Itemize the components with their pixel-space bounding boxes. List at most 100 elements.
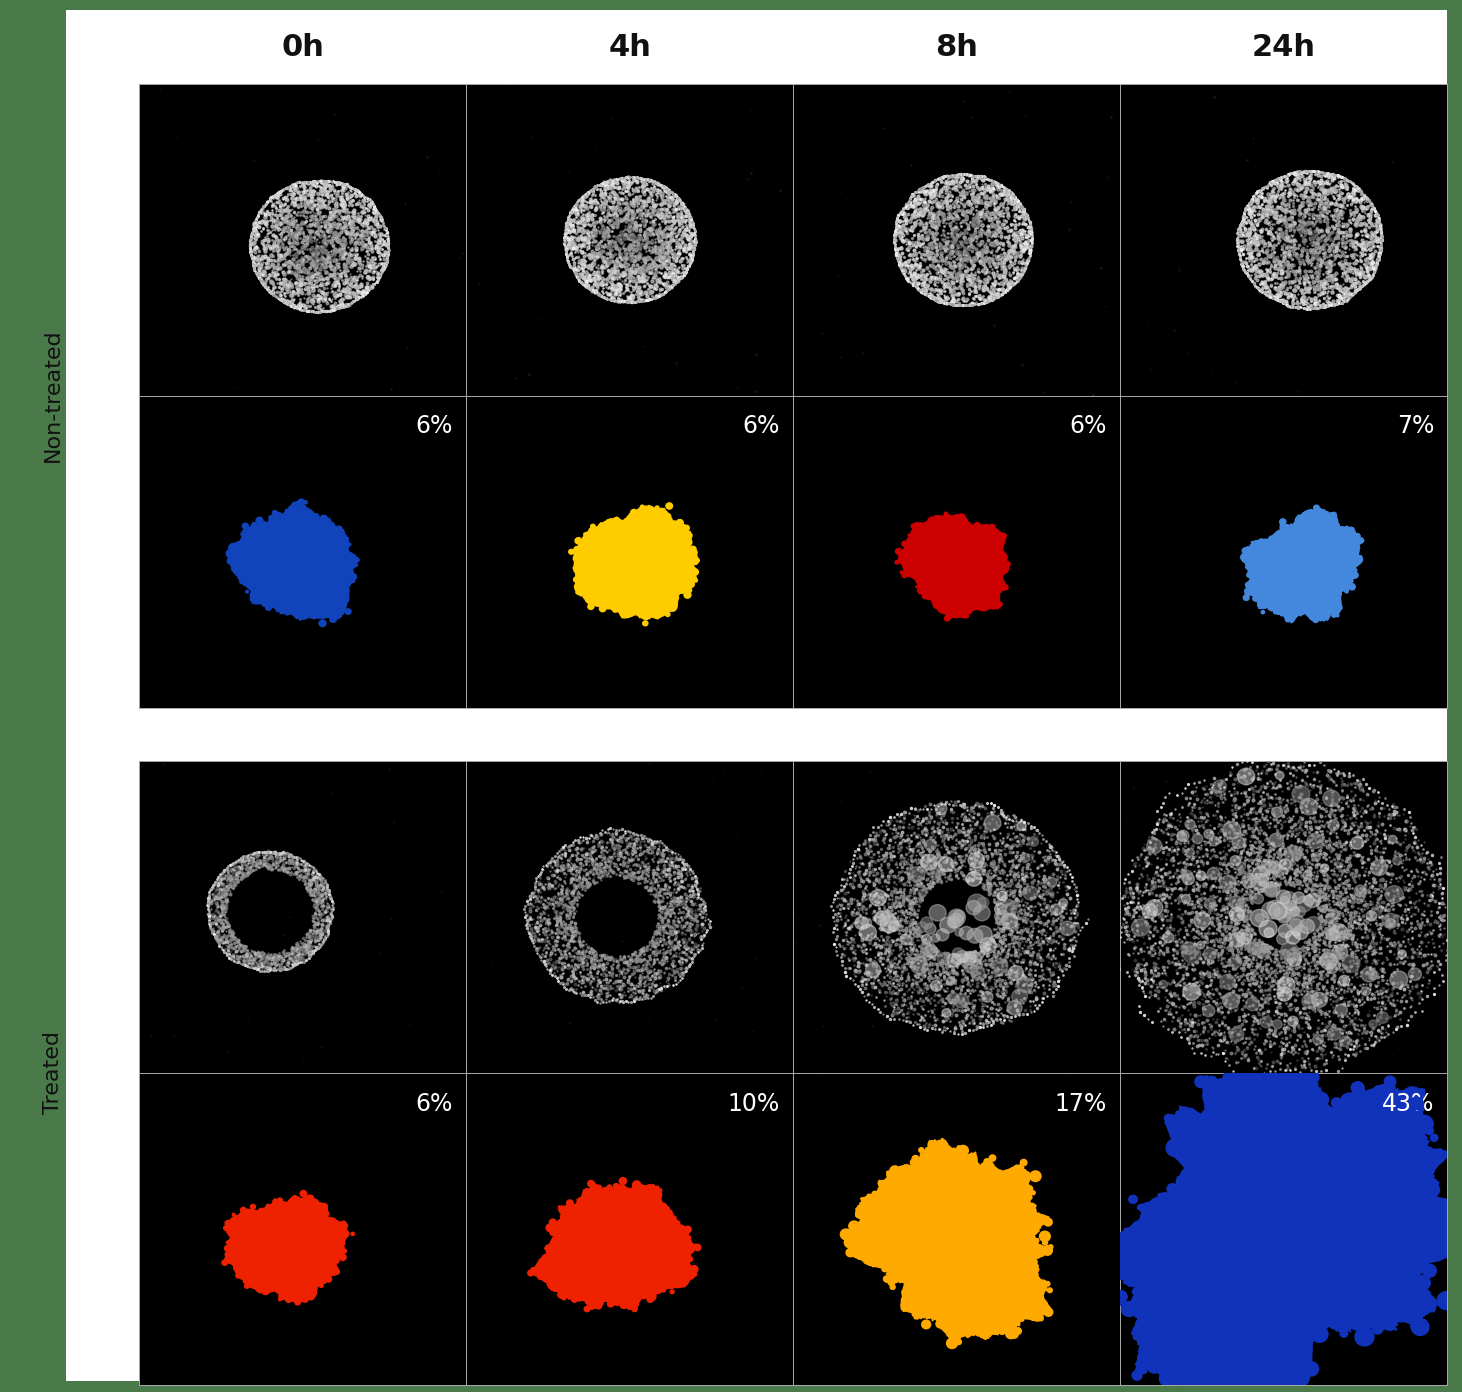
Circle shape xyxy=(965,614,968,618)
Circle shape xyxy=(1018,977,1032,992)
Circle shape xyxy=(1278,924,1292,938)
Circle shape xyxy=(1019,1171,1029,1179)
Circle shape xyxy=(889,1172,893,1176)
Circle shape xyxy=(1294,926,1308,940)
Circle shape xyxy=(1269,606,1272,610)
Circle shape xyxy=(955,515,958,518)
Circle shape xyxy=(990,1168,997,1175)
Circle shape xyxy=(1281,612,1284,615)
Circle shape xyxy=(588,1180,594,1186)
Circle shape xyxy=(1260,859,1276,874)
Circle shape xyxy=(1269,834,1284,846)
Circle shape xyxy=(1288,1016,1298,1026)
Circle shape xyxy=(1262,611,1265,614)
Circle shape xyxy=(1377,1012,1389,1023)
Circle shape xyxy=(962,951,977,965)
Circle shape xyxy=(896,548,902,554)
Circle shape xyxy=(319,619,326,626)
Circle shape xyxy=(569,550,573,554)
Circle shape xyxy=(1339,528,1344,532)
Circle shape xyxy=(1437,1292,1456,1310)
Circle shape xyxy=(1330,611,1332,614)
Circle shape xyxy=(247,1285,250,1288)
Circle shape xyxy=(937,952,949,965)
Circle shape xyxy=(690,550,697,555)
Circle shape xyxy=(1357,555,1363,560)
Circle shape xyxy=(285,1295,289,1300)
Circle shape xyxy=(655,1199,662,1204)
Circle shape xyxy=(1276,987,1292,1001)
Circle shape xyxy=(687,1257,693,1261)
Circle shape xyxy=(1295,896,1311,912)
Circle shape xyxy=(1246,998,1260,1011)
Circle shape xyxy=(1237,930,1251,944)
Circle shape xyxy=(1000,533,1006,539)
Text: 24h: 24h xyxy=(1251,32,1316,61)
Circle shape xyxy=(883,1276,890,1282)
Circle shape xyxy=(298,500,304,505)
Circle shape xyxy=(231,548,235,551)
Circle shape xyxy=(1026,1186,1032,1192)
Circle shape xyxy=(1039,1232,1050,1242)
Circle shape xyxy=(599,606,605,611)
Circle shape xyxy=(684,592,692,599)
Circle shape xyxy=(231,1218,235,1222)
Circle shape xyxy=(1268,901,1284,916)
Circle shape xyxy=(946,977,955,986)
Circle shape xyxy=(1294,1063,1308,1077)
Circle shape xyxy=(1038,1290,1044,1296)
Circle shape xyxy=(934,603,939,608)
Circle shape xyxy=(1167,1193,1184,1210)
Circle shape xyxy=(981,944,990,952)
Circle shape xyxy=(1246,547,1250,551)
Circle shape xyxy=(994,903,1006,915)
Circle shape xyxy=(921,941,934,955)
Circle shape xyxy=(665,612,670,617)
Circle shape xyxy=(1289,525,1292,526)
Circle shape xyxy=(1194,1076,1208,1087)
Circle shape xyxy=(1361,987,1370,995)
Circle shape xyxy=(620,1302,627,1308)
Circle shape xyxy=(1238,909,1251,922)
Circle shape xyxy=(921,934,931,944)
Circle shape xyxy=(640,505,645,509)
Text: 10%: 10% xyxy=(728,1091,781,1115)
Circle shape xyxy=(966,901,981,915)
Circle shape xyxy=(591,525,595,529)
Circle shape xyxy=(582,537,586,541)
Circle shape xyxy=(1279,949,1288,959)
Circle shape xyxy=(1114,1290,1127,1303)
Circle shape xyxy=(1423,1264,1436,1278)
Polygon shape xyxy=(573,505,699,619)
Circle shape xyxy=(253,597,254,600)
Circle shape xyxy=(1361,967,1377,981)
Circle shape xyxy=(1256,913,1265,922)
Circle shape xyxy=(1156,1357,1175,1377)
Circle shape xyxy=(1333,523,1339,529)
Circle shape xyxy=(1272,807,1282,817)
Circle shape xyxy=(904,1299,912,1307)
Circle shape xyxy=(1133,1289,1139,1295)
Circle shape xyxy=(845,1237,855,1247)
Circle shape xyxy=(684,1232,689,1236)
Circle shape xyxy=(1311,853,1320,862)
Circle shape xyxy=(901,560,904,564)
Polygon shape xyxy=(227,503,358,619)
Circle shape xyxy=(1398,949,1406,958)
Circle shape xyxy=(1256,540,1260,544)
Circle shape xyxy=(874,910,890,926)
Circle shape xyxy=(1354,569,1357,572)
Circle shape xyxy=(918,586,923,589)
Text: Treated: Treated xyxy=(42,1031,63,1115)
Circle shape xyxy=(906,1307,911,1311)
Circle shape xyxy=(1230,908,1244,922)
Circle shape xyxy=(1352,560,1355,562)
Circle shape xyxy=(339,1254,346,1261)
Circle shape xyxy=(1339,976,1349,986)
Circle shape xyxy=(883,1178,895,1189)
Circle shape xyxy=(984,814,1001,831)
Circle shape xyxy=(232,567,237,572)
Circle shape xyxy=(319,1283,323,1288)
Circle shape xyxy=(1020,853,1029,862)
Circle shape xyxy=(1409,1097,1424,1109)
